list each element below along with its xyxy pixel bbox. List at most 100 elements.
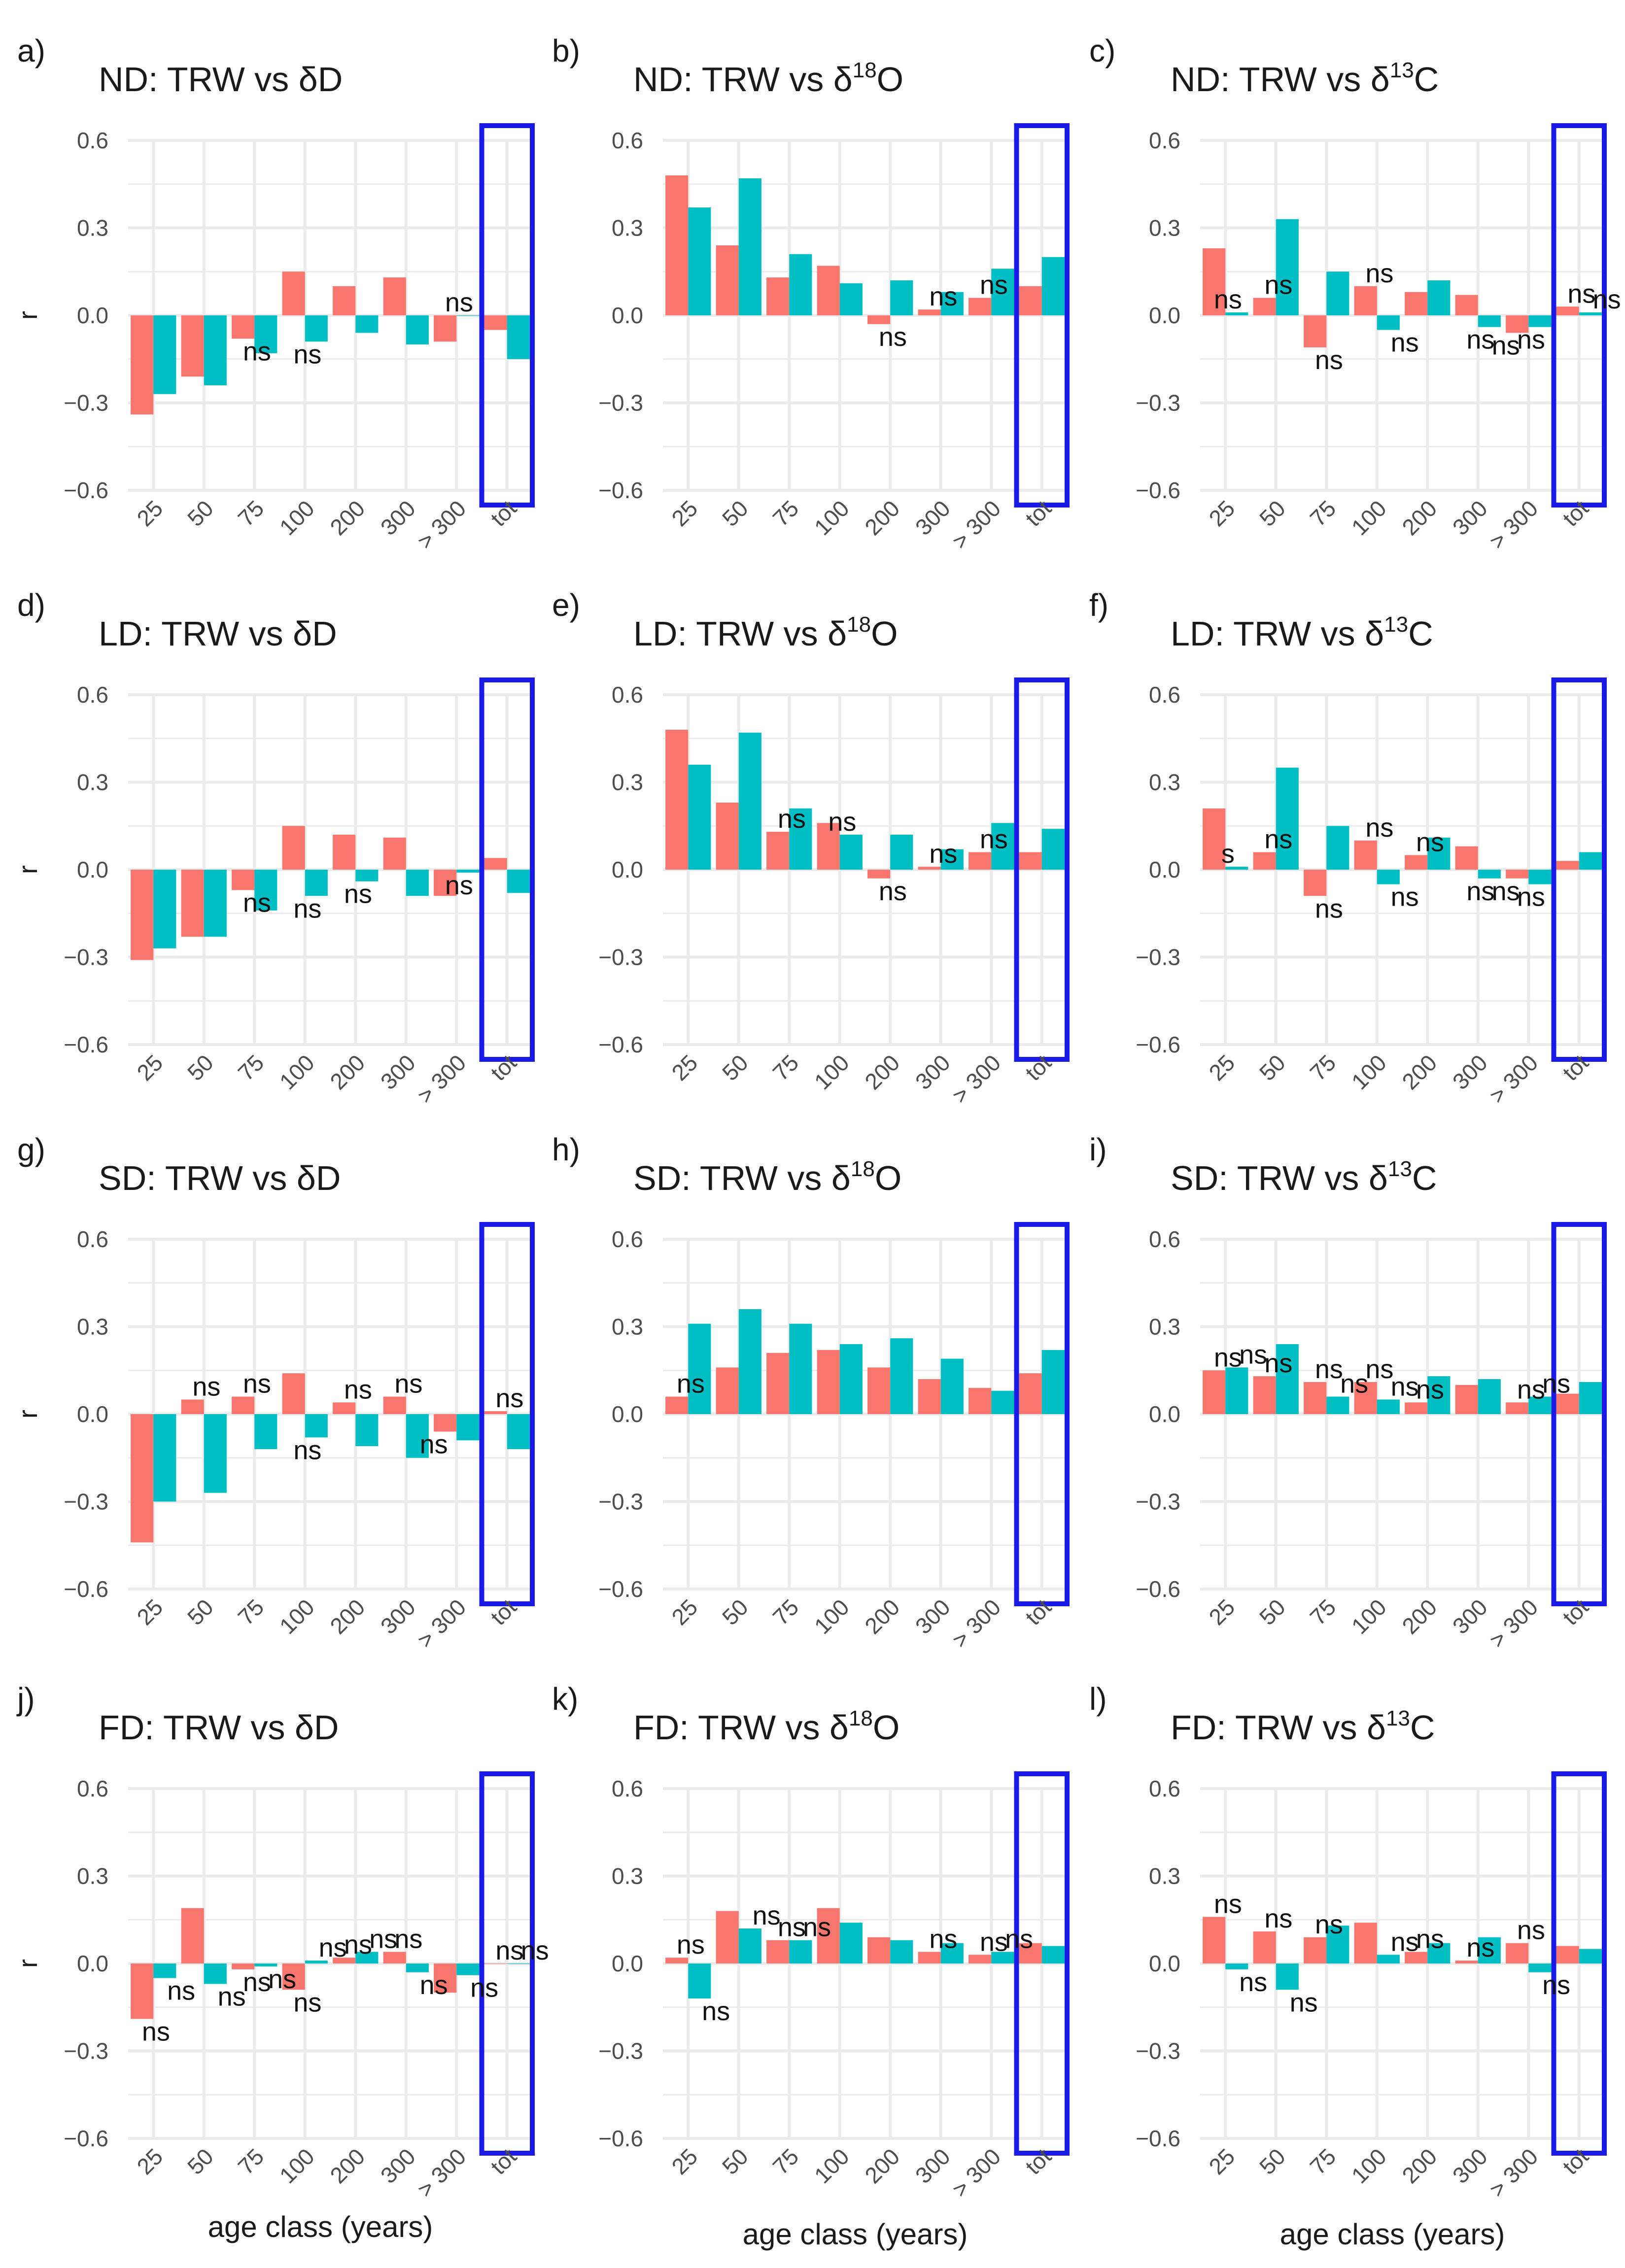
x-tick-label: 25	[132, 2143, 168, 2179]
ns-label: ns	[1239, 1967, 1267, 1997]
y-tick-label: 0.3	[612, 1863, 643, 1889]
x-tick-label: 300	[910, 495, 955, 540]
y-tick-label: −0.3	[1136, 390, 1180, 416]
ns-label: ns	[495, 1936, 523, 1965]
bar-series2-tot	[1041, 1946, 1065, 1963]
x-tick-label: 100	[1347, 2143, 1391, 2188]
title-superscript: 13	[1386, 1706, 1410, 1730]
ns-label: ns	[521, 1936, 549, 1965]
x-tick-label: 75	[233, 1594, 269, 1630]
x-tick-label: tot	[1020, 1049, 1056, 1085]
x-tick-label: 50	[1254, 495, 1290, 531]
x-tick-label: 100	[1347, 1049, 1391, 1094]
y-tick-label: −0.6	[1136, 1576, 1180, 1602]
x-tick-label: 50	[717, 1049, 753, 1085]
x-tick-label: 100	[809, 2143, 854, 2188]
x-tick-label: 25	[1204, 1594, 1240, 1630]
bar-series2-25	[1225, 1367, 1248, 1414]
ns-label: ns	[1315, 1354, 1343, 1384]
x-tick-label: 200	[860, 495, 904, 540]
bar-series2-100	[839, 283, 863, 315]
bar-series2-300	[1478, 870, 1501, 879]
y-tick-label: 0.3	[77, 1863, 108, 1889]
title-superscript: 13	[1388, 1157, 1412, 1181]
panel-title: LD: TRW vs δ13C	[1171, 612, 1433, 653]
ns-label: ns	[293, 339, 321, 369]
bar-series2-300	[406, 1963, 429, 1972]
ns-label: ns	[495, 1384, 523, 1413]
panel-title: FD: TRW vs δ13C	[1171, 1706, 1435, 1747]
bar-series1-50	[1253, 852, 1276, 870]
bar-series2-200	[355, 870, 379, 881]
bar-series1-75	[1304, 1382, 1327, 1414]
x-tick-label: 100	[275, 1049, 319, 1094]
y-tick-label: 0.0	[77, 303, 108, 328]
bar-series2-50	[1276, 1963, 1299, 1990]
bar-series2-tot	[1579, 1949, 1602, 1963]
ns-label: ns	[243, 1967, 271, 1997]
x-tick-label: > 300	[947, 495, 1005, 554]
bar-series2-tot	[1579, 312, 1602, 315]
tot-highlight-box	[479, 123, 535, 508]
bar-series2-50	[738, 1929, 761, 1963]
y-axis-label: r	[13, 1410, 43, 1419]
bar-series2-200	[1427, 1376, 1451, 1414]
bar-series1-75	[232, 315, 255, 339]
bar-series1-75	[766, 832, 790, 870]
title-element: O	[875, 1159, 901, 1197]
bar-series1-100	[282, 1373, 305, 1414]
y-axis-label: r	[13, 865, 43, 874]
bar-series1-300	[383, 837, 406, 870]
panel-title: FD: TRW vs δ18O	[633, 1706, 899, 1747]
bar-series2-25	[688, 207, 711, 315]
panel-title: SD: TRW vs δD	[99, 1159, 341, 1197]
bar-series1-25	[131, 1414, 154, 1543]
bar-series1-300	[383, 1952, 406, 1963]
bar-series2-200	[890, 280, 913, 315]
tot-highlight-box	[1014, 1222, 1070, 1606]
y-tick-label: 0.3	[1149, 1314, 1180, 1340]
x-tick-label: 75	[1305, 495, 1341, 531]
title-text: ND: TRW vs	[633, 60, 833, 99]
y-tick-label: 0.3	[1149, 215, 1180, 241]
bar-series2-75	[789, 808, 812, 870]
x-tick-label: 75	[767, 495, 803, 531]
y-tick-label: −0.3	[598, 2038, 643, 2064]
ns-label: ns	[1416, 1375, 1444, 1404]
title-isotope: δD	[299, 60, 343, 99]
ns-label: ns	[980, 825, 1008, 854]
x-tick-label: tot	[1557, 1594, 1593, 1630]
ns-label: ns	[394, 1369, 422, 1399]
x-tick-label: 200	[325, 1049, 370, 1094]
x-tick-label: > 300	[947, 1049, 1005, 1108]
x-tick-label: 50	[717, 1594, 753, 1630]
x-tick-label: > 300	[947, 1594, 1005, 1653]
title-superscript: 18	[849, 1706, 873, 1730]
title-delta: δ	[830, 1708, 849, 1747]
x-tick-label: tot	[1020, 495, 1056, 531]
bar-series2-300	[456, 1414, 480, 1441]
bar-series2-300	[1478, 1937, 1501, 1963]
bar-series1-100	[817, 1350, 840, 1414]
x-tick-label: tot	[1557, 2143, 1593, 2179]
bar-series1-200	[333, 1958, 356, 1963]
ns-label: ns	[293, 894, 321, 923]
x-tick-label: 300	[1448, 1049, 1492, 1094]
bar-series1-25	[665, 1396, 689, 1414]
x-tick-label: 300	[1448, 2143, 1492, 2188]
x-tick-label: 75	[767, 1049, 803, 1085]
ns-label: ns	[420, 1430, 448, 1459]
y-tick-label: 0.6	[77, 128, 108, 153]
ns-label: ns	[243, 1369, 271, 1399]
ns-label: ns	[929, 839, 957, 869]
bar-series2-300	[1528, 315, 1552, 327]
ns-label: ns	[167, 1976, 195, 2006]
panel-letter: g)	[17, 1132, 45, 1167]
x-tick-label: 25	[1204, 1049, 1240, 1085]
panel-letter: j)	[16, 1681, 35, 1717]
bar-series1-50	[1253, 298, 1276, 315]
x-tick-label: tot	[1020, 2143, 1056, 2179]
y-tick-label: 0.0	[1149, 303, 1180, 328]
y-tick-label: 0.0	[1149, 1951, 1180, 1976]
panel-c: 0.6 0.3 0.0 −0.3 −0.6 25 50 75 100 200 300> 300 tot…	[1089, 33, 1621, 554]
